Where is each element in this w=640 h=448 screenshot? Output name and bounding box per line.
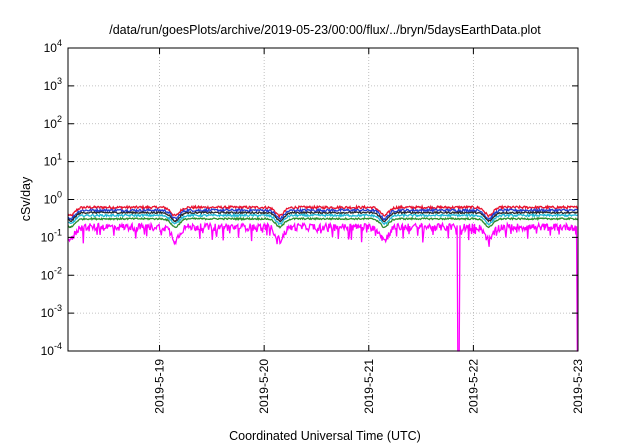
x-tick-label: 2019-5-19	[153, 359, 167, 414]
y-tick-base: 10	[44, 117, 58, 131]
y-tick-exponent: 1	[57, 152, 62, 162]
y-tick-exponent: -1	[54, 227, 62, 237]
y-tick-base: 10	[44, 193, 58, 207]
series-line-3	[67, 210, 579, 223]
series-line-5	[67, 216, 579, 229]
series-line-6	[67, 221, 578, 352]
x-tick-label: 2019-5-20	[257, 359, 271, 414]
y-tick-label: 102	[44, 114, 62, 131]
chart-title: /data/run/goesPlots/archive/2019-05-23/0…	[109, 23, 541, 37]
series-line-4	[67, 212, 579, 226]
series-group	[67, 204, 579, 352]
y-tick-label: 103	[44, 76, 62, 93]
y-axis-label: cSv/day	[19, 176, 33, 221]
y-tick-base: 10	[41, 268, 55, 282]
y-tick-base: 10	[41, 306, 55, 320]
y-tick-label: 10-1	[41, 227, 62, 244]
y-tick-label: 101	[44, 152, 62, 169]
ticks	[68, 47, 579, 352]
y-tick-base: 10	[41, 230, 55, 244]
y-tick-exponent: 0	[57, 190, 62, 200]
y-tick-label: 10-3	[41, 303, 62, 320]
series-line-1	[67, 204, 578, 219]
grid	[68, 48, 578, 351]
y-tick-base: 10	[41, 344, 55, 358]
y-tick-label: 104	[44, 38, 62, 55]
y-tick-base: 10	[44, 155, 58, 169]
x-tick-label: 2019-5-22	[466, 359, 480, 414]
y-tick-exponent: 2	[57, 114, 62, 124]
y-tick-exponent: -2	[54, 265, 62, 275]
y-tick-label: 10-2	[41, 265, 62, 282]
y-tick-exponent: 3	[57, 76, 62, 86]
y-tick-label: 10-4	[41, 341, 62, 358]
x-tick-label: 2019-5-23	[571, 359, 585, 414]
y-tick-exponent: -3	[54, 303, 62, 313]
y-tick-exponent: -4	[54, 341, 62, 351]
y-tick-base: 10	[44, 79, 58, 93]
x-axis-label: Coordinated Universal Time (UTC)	[229, 429, 421, 443]
y-tick-base: 10	[44, 41, 58, 55]
series-line-2	[67, 207, 579, 221]
y-tick-label: 100	[44, 190, 62, 207]
x-tick-labels: 2019-5-19 2019-5-20 2019-5-21 2019-5-22 2019…	[153, 359, 585, 414]
y-tick-exponent: 4	[57, 38, 62, 48]
x-tick-label: 2019-5-21	[362, 359, 376, 414]
